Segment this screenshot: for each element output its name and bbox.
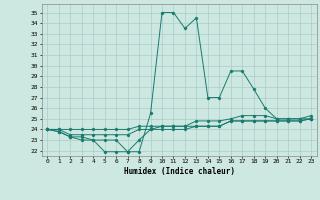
X-axis label: Humidex (Indice chaleur): Humidex (Indice chaleur) <box>124 167 235 176</box>
